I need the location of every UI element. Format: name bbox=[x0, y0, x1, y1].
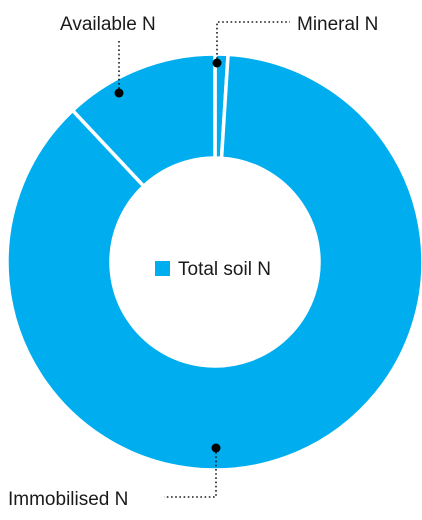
callout-label-immobilised-n: Immobilised N bbox=[8, 489, 128, 510]
leader-line-mineral-n bbox=[216, 21, 290, 63]
donut-slice-immobilised-n bbox=[5, 52, 422, 472]
callout-labels-layer: Mineral N Immobilised N Available N bbox=[8, 14, 378, 510]
marker-dot-immobilised-n bbox=[211, 443, 221, 453]
donut-slice-available-n bbox=[70, 52, 217, 189]
legend-swatch-total-soil-n bbox=[155, 261, 170, 276]
marker-dot-available-n bbox=[114, 88, 124, 98]
callout-label-mineral-n: Mineral N bbox=[297, 14, 378, 35]
legend: Total soil N bbox=[155, 259, 271, 280]
leader-lines-layer bbox=[114, 21, 290, 498]
legend-label-total-soil-n: Total soil N bbox=[178, 259, 271, 280]
marker-dot-mineral-n bbox=[212, 58, 222, 68]
callout-label-available-n: Available N bbox=[60, 14, 156, 35]
slices-layer bbox=[5, 52, 422, 472]
